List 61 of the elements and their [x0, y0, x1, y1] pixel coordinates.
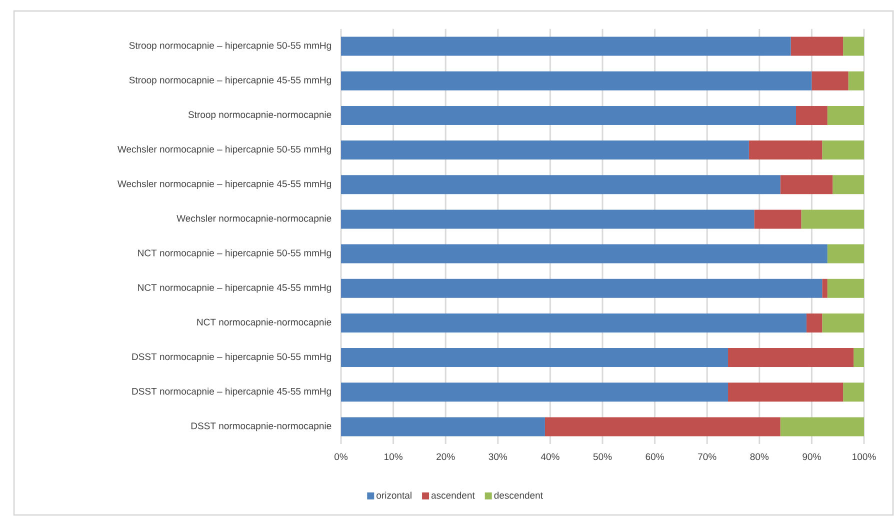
y-tick-label: Wechsler normocapnie – hipercapnie 45-55 mmHg [117, 180, 331, 190]
x-tick-label: 0% [334, 453, 348, 460]
bar [812, 71, 848, 90]
x-tick-label: 50% [593, 453, 612, 460]
x-tick-label: 80% [750, 453, 769, 460]
bar [341, 313, 806, 332]
bar [341, 244, 828, 264]
y-tick-label: DSST normocapnie-normocapnie [191, 422, 332, 432]
bar [790, 36, 844, 56]
bar [544, 417, 780, 436]
y-tick-label: Wechsler normocapnie-normocapnie [176, 214, 332, 224]
bar [341, 140, 749, 160]
bar [801, 210, 864, 229]
bar [827, 106, 864, 125]
x-tick-label: 20% [436, 453, 455, 460]
y-tick-label: NCT normocapnie – hipercapnie 45-55 mmHg [138, 284, 331, 293]
y-tick-label: NCT normocapnie – hipercapnie 50-55 mmHg [138, 249, 331, 258]
bar [728, 348, 854, 368]
legend-label: ascendent [431, 492, 475, 499]
bar [796, 106, 828, 125]
bar [748, 140, 822, 160]
y-tick-label: DSST normocapnie – hipercapnie 50-55 mmHg [132, 353, 331, 362]
bar [843, 36, 864, 56]
bar [854, 348, 864, 368]
bar [728, 382, 844, 402]
x-tick-label: 70% [698, 453, 716, 460]
bar [754, 210, 802, 229]
y-tick-label: Wechsler normocapnie – hipercapnie 50-55 mmHg [117, 146, 331, 154]
bar [822, 313, 864, 332]
x-tick-label: 100% [852, 453, 876, 460]
bar [843, 382, 864, 402]
bar [780, 417, 864, 436]
bar [341, 417, 545, 436]
x-tick-label: 30% [488, 453, 508, 460]
bar [832, 175, 864, 194]
bar [822, 278, 828, 298]
bar [341, 348, 728, 368]
legend-label: descendent [494, 492, 543, 499]
y-tick-label: Stroop normocapnie – hipercapnie 45-55 mmHg [129, 76, 331, 86]
x-tick-label: 60% [646, 453, 664, 460]
bar [341, 382, 728, 402]
bar [822, 140, 864, 160]
bar [341, 106, 796, 125]
bar [827, 278, 864, 298]
bar [780, 175, 833, 194]
x-tick-label: 90% [802, 453, 821, 460]
bar [827, 244, 864, 264]
bar [341, 71, 812, 90]
bar [848, 71, 864, 90]
bar [341, 210, 754, 229]
bar [341, 175, 780, 194]
y-tick-label: DSST normocapnie – hipercapnie 45-55 mmHg [132, 388, 331, 397]
y-tick-label: Stroop normocapnie-normocapnie [188, 111, 332, 120]
y-tick-label: NCT normocapnie-normocapnie [197, 318, 332, 328]
x-tick-label: 40% [540, 453, 560, 460]
bar [341, 36, 791, 56]
x-tick-label: 10% [384, 453, 402, 460]
bar [806, 313, 822, 332]
y-tick-label: Stroop normocapnie – hipercapnie 50-55 mmHg [129, 42, 331, 51]
legend-label: orizontal [376, 492, 412, 499]
bar [341, 278, 822, 298]
